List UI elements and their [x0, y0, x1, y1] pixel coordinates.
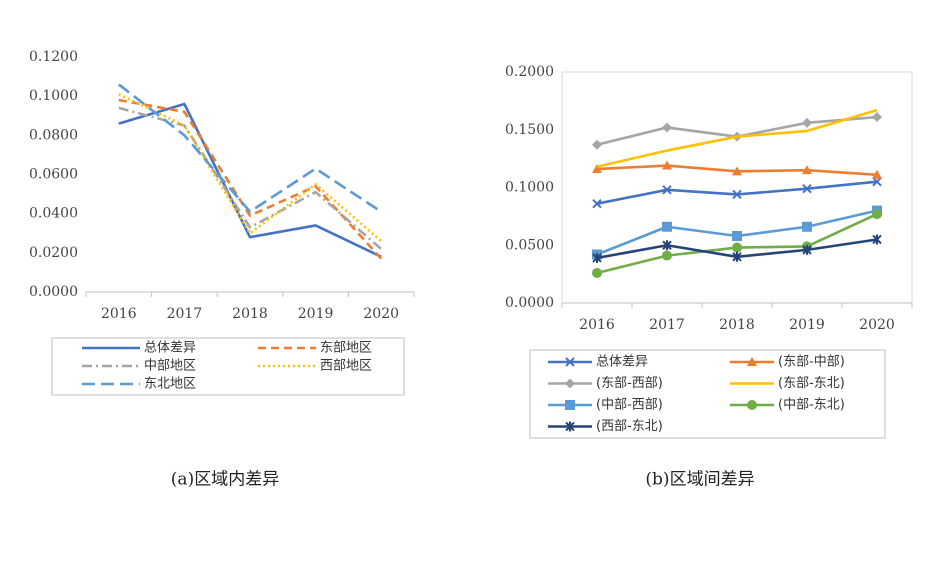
x-tick-label: 2020 — [363, 306, 399, 322]
legend-label: 总体差异 — [596, 355, 648, 370]
y-tick-label: 0.0400 — [29, 206, 78, 222]
data-point — [802, 117, 812, 128]
data-point — [662, 160, 672, 170]
chart-caption: (b)区域间差异 — [645, 470, 754, 490]
data-point — [802, 244, 812, 255]
data-point — [592, 252, 602, 263]
data-point — [592, 164, 602, 174]
legend-marker — [747, 400, 757, 410]
x-tick-label: 2020 — [859, 317, 895, 333]
data-point — [732, 231, 742, 242]
series-line — [596, 180, 878, 205]
x-tick-label: 2016 — [101, 306, 137, 322]
data-point — [662, 122, 672, 133]
y-tick-label: 0.1000 — [505, 180, 554, 196]
data-point — [662, 221, 672, 232]
x-tick-label: 2019 — [298, 306, 334, 322]
y-tick-label: 0.0000 — [505, 295, 554, 311]
y-tick-label: 0.1500 — [505, 122, 554, 138]
legend-label: (东部-中部) — [778, 355, 845, 370]
data-point — [662, 185, 672, 195]
data-point — [592, 198, 602, 209]
data-point — [732, 242, 742, 253]
legend-marker — [565, 357, 575, 367]
legend-label: (中部-东北) — [778, 398, 845, 413]
data-point — [732, 166, 742, 176]
y-tick-label: 0.0200 — [29, 245, 78, 261]
data-point — [802, 165, 812, 175]
data-point — [872, 209, 882, 220]
legend: 总体差异 (东部-中部) (东部-西部) (东部-东北) (中部-西部) (中部-东北) (… — [529, 349, 886, 439]
data-point — [662, 250, 672, 261]
data-point — [732, 189, 742, 200]
series-line — [118, 102, 382, 258]
chart-a: 0.0000 0.0200 0.0400 0.0600 0.0800 0.1000 0.12… — [29, 49, 415, 490]
chart-caption: (a)区域内差异 — [171, 470, 279, 490]
x-tick-label: 2019 — [789, 317, 825, 333]
series-line — [118, 98, 383, 260]
legend-marker — [565, 378, 575, 389]
y-tick-label: 0.1200 — [29, 49, 78, 65]
legend-label: (中部-西部) — [596, 398, 663, 413]
y-tick-label: 0.1000 — [29, 88, 78, 104]
y-tick-label: 0.0500 — [505, 237, 554, 253]
series-line — [596, 108, 878, 168]
data-point — [802, 221, 812, 232]
y-tick-label: 0.0800 — [29, 127, 78, 143]
data-point — [732, 251, 742, 262]
data-point — [592, 139, 602, 150]
x-tick-label: 2018 — [232, 306, 268, 322]
legend-label: 西部地区 — [320, 359, 372, 374]
data-point — [872, 169, 882, 179]
legend-label: (东部-东北) — [778, 376, 845, 391]
legend-box — [529, 349, 886, 439]
x-tick-label: 2017 — [649, 317, 685, 333]
legend-label: 总体差异 — [144, 341, 196, 356]
legend-label: 东北地区 — [144, 377, 196, 392]
legend-marker — [565, 400, 575, 410]
legend-label: 东部地区 — [320, 341, 372, 356]
data-point — [662, 240, 672, 251]
series-line — [118, 106, 383, 250]
y-tick-label: 0.0000 — [29, 284, 78, 300]
data-point — [592, 267, 602, 278]
data-point — [872, 112, 882, 123]
x-tick-label: 2018 — [719, 317, 755, 333]
series-line — [118, 83, 382, 214]
legend-marker — [565, 421, 575, 432]
data-point — [802, 183, 812, 194]
x-tick-label: 2017 — [167, 306, 203, 322]
chart-b: 0.0000 0.0500 0.1000 0.1500 0.2000 2016 2017 20… — [505, 64, 913, 490]
y-tick-label: 0.2000 — [505, 64, 554, 80]
data-point — [872, 177, 882, 187]
legend-label: 中部地区 — [144, 359, 196, 374]
legend-label: (西部-东北) — [596, 419, 663, 434]
x-tick-label: 2016 — [579, 317, 615, 333]
legend-marker — [747, 357, 757, 366]
data-point — [872, 234, 882, 245]
y-tick-label: 0.0600 — [29, 167, 78, 183]
legend-label: (东部-西部) — [596, 376, 663, 391]
